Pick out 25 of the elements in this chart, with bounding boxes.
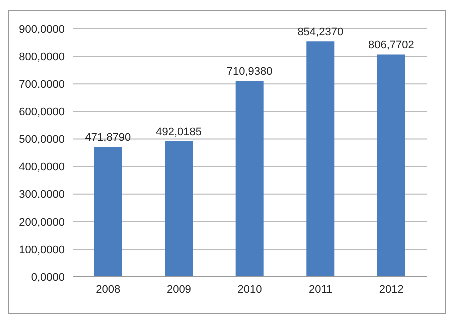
bar bbox=[94, 146, 122, 277]
x-tick-label: 2010 bbox=[238, 284, 262, 296]
bar bbox=[165, 141, 194, 277]
bar bbox=[377, 54, 406, 277]
y-tick-label: 600,0000 bbox=[19, 106, 65, 119]
x-tick-label: 2012 bbox=[379, 284, 404, 296]
data-label: 471,8790 bbox=[85, 132, 132, 144]
x-tick-label: 2009 bbox=[166, 284, 192, 296]
bar bbox=[306, 42, 335, 277]
y-tick-label: 800,0000 bbox=[19, 51, 65, 64]
data-label: 492,0185 bbox=[156, 126, 202, 138]
x-tick-label: 2011 bbox=[308, 284, 333, 296]
data-label: 854,2370 bbox=[298, 26, 344, 39]
y-tick-label: 200,0000 bbox=[19, 216, 65, 229]
x-tick-label: 2008 bbox=[96, 284, 121, 296]
y-tick-label: 300.0000 bbox=[19, 189, 65, 202]
bar bbox=[236, 81, 264, 277]
data-label: 806,7702 bbox=[368, 40, 414, 52]
y-tick-label: 0,0000 bbox=[31, 272, 65, 284]
y-tick-label: 400,0000 bbox=[19, 162, 65, 174]
y-tick-label: 700.0000 bbox=[19, 79, 65, 92]
data-label: 710,9380 bbox=[226, 66, 273, 78]
y-tick-label: 900,0000 bbox=[19, 24, 65, 36]
y-tick-label: 100,0000 bbox=[19, 244, 65, 256]
y-tick-label: 500,0000 bbox=[19, 134, 65, 146]
